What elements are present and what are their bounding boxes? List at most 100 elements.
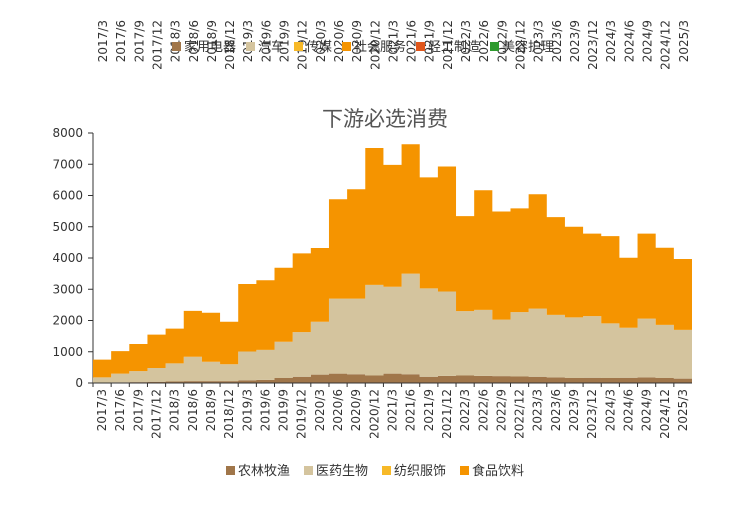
plot-area (93, 144, 692, 383)
x-tick-label: 2022/6 (476, 389, 490, 431)
top-x-tick-label: 2020/9 (350, 20, 364, 62)
x-tick-label: 2021/12 (440, 389, 454, 439)
y-tick-label: 8000 (52, 126, 83, 140)
top-legend-label: 汽车 (258, 39, 284, 55)
x-tick-label: 2018/3 (168, 389, 182, 431)
top-chart-fragment: 2017/3 2017/6 2017/9 2017/12 2018/3 2018/6 201… (96, 20, 691, 70)
x-tick-label: 2024/9 (640, 389, 654, 431)
x-tick-label: 2018/9 (204, 389, 218, 431)
x-tick-label: 2019/3 (240, 389, 254, 431)
top-x-tick-label: 2018/6 (187, 20, 201, 62)
top-legend-swatch (294, 42, 303, 51)
top-x-tick-label: 2021/9 (423, 20, 437, 62)
top-x-tick-label: 2018/12 (223, 20, 237, 70)
y-tick-label: 6000 (52, 189, 83, 203)
legend-swatch (304, 466, 313, 475)
legend-swatch (226, 466, 235, 475)
x-tick-label: 2020/6 (331, 389, 345, 431)
x-tick-label: 2021/3 (386, 389, 400, 431)
x-tick-label: 2019/9 (277, 389, 291, 431)
top-x-tick-label: 2020/3 (314, 20, 328, 62)
y-tick-label: 7000 (52, 157, 83, 171)
top-x-tick-label: 2022/3 (459, 20, 473, 62)
x-axis: 2017/3 2017/6 2017/9 2017/12 2018/3 2018/6 201… (92, 382, 692, 439)
top-legend-label: 美容护理 (502, 39, 554, 55)
x-tick-label: 2021/6 (404, 389, 418, 431)
top-x-tick-label: 2023/3 (532, 20, 546, 62)
top-x-tick-label: 2017/6 (114, 20, 128, 62)
top-x-tick-label: 2020/6 (332, 20, 346, 62)
series-area-食品饮料 (93, 144, 692, 378)
top-legend-swatch (172, 42, 181, 51)
top-x-tick-label: 2017/12 (150, 20, 164, 70)
x-tick-label: 2022/12 (513, 389, 527, 439)
top-x-tick-label: 2020/12 (368, 20, 382, 70)
legend-label: 医药生物 (316, 464, 368, 479)
y-tick-label: 1000 (52, 345, 83, 359)
top-x-tick-label: 2019/3 (241, 20, 255, 62)
legend-label: 食品饮料 (472, 463, 524, 479)
top-legend-label: 社会服务 (354, 39, 406, 55)
x-tick-label: 2025/3 (676, 389, 690, 431)
top-x-tick-label: 2023/9 (568, 20, 582, 62)
x-tick-label: 2019/6 (258, 389, 272, 431)
top-legend-label: 传媒 (306, 40, 332, 55)
top-x-tick-label: 2022/12 (513, 20, 527, 70)
x-tick-label: 2024/3 (603, 389, 617, 431)
top-x-tick-label: 2018/3 (169, 20, 183, 62)
top-x-tick-label: 2024/12 (659, 20, 673, 70)
top-legend-swatch (342, 42, 351, 51)
x-tick-label: 2018/6 (186, 389, 200, 431)
chart-title: 下游必选消费 (322, 107, 448, 131)
y-tick-label: 2000 (52, 314, 83, 328)
top-legend-swatch (246, 42, 255, 51)
x-tick-label: 2017/6 (113, 389, 127, 431)
top-x-tick-label: 2021/12 (441, 20, 455, 70)
series-area-农林牧渔 (93, 373, 692, 383)
x-tick-label: 2018/12 (222, 389, 236, 439)
top-x-tick-label: 2023/12 (586, 20, 600, 70)
y-tick-label: 4000 (52, 251, 83, 265)
top-legend-swatch (416, 42, 425, 51)
x-tick-label: 2023/6 (549, 389, 563, 431)
top-x-tick-label: 2021/3 (386, 20, 400, 62)
series-area-医药生物 (93, 273, 692, 383)
x-tick-label: 2024/6 (621, 389, 635, 431)
x-tick-label: 2017/3 (95, 389, 109, 431)
legend-label: 农林牧渔 (238, 464, 290, 479)
legend: 农林牧渔 医药生物 纺织服饰 食品饮料 (226, 463, 524, 479)
y-axis: 0 1000 2000 3000 4000 5000 6000 7000 8000 (52, 126, 94, 390)
top-x-tick-label: 2023/6 (550, 20, 564, 62)
top-legend-swatch (490, 42, 499, 51)
x-tick-label: 2020/3 (313, 389, 327, 431)
y-tick-label: 0 (75, 376, 83, 390)
x-tick-label: 2017/12 (150, 389, 164, 439)
top-x-tick-label: 2017/3 (96, 20, 110, 62)
top-legend-label: 家用电器 (184, 39, 236, 55)
x-tick-label: 2024/12 (658, 389, 672, 439)
y-tick-label: 3000 (52, 282, 83, 296)
x-tick-label: 2023/12 (585, 389, 599, 439)
top-x-tick-label: 2024/3 (604, 20, 618, 62)
top-x-tick-label: 2019/6 (259, 20, 273, 62)
top-x-tick-label: 2025/3 (677, 20, 691, 62)
x-tick-label: 2019/12 (295, 389, 309, 439)
top-x-tick-label: 2021/6 (405, 20, 419, 62)
x-tick-label: 2022/3 (458, 389, 472, 431)
x-tick-label: 2021/9 (422, 389, 436, 431)
x-tick-label: 2023/3 (531, 389, 545, 431)
top-x-tick-label: 2022/6 (477, 20, 491, 62)
x-tick-label: 2020/12 (367, 389, 381, 439)
top-x-tick-label: 2018/9 (205, 20, 219, 62)
legend-label: 纺织服饰 (394, 464, 446, 479)
y-tick-label: 5000 (52, 220, 83, 234)
legend-swatch (460, 466, 469, 475)
top-x-tick-label: 2017/9 (132, 20, 146, 62)
x-tick-label: 2020/9 (349, 389, 363, 431)
x-tick-label: 2023/9 (567, 389, 581, 431)
top-x-tick-label: 2019/9 (278, 20, 292, 62)
top-x-tick-label: 2022/9 (495, 20, 509, 62)
x-tick-label: 2022/9 (494, 389, 508, 431)
x-tick-label: 2017/9 (131, 389, 145, 431)
